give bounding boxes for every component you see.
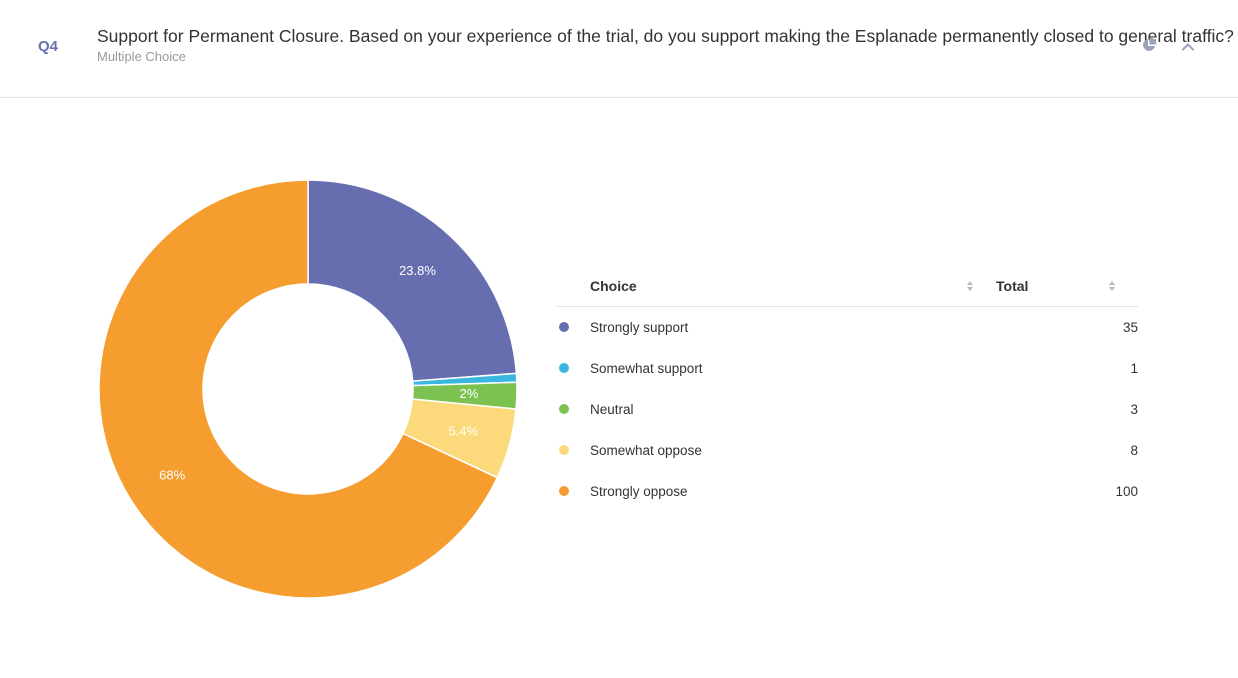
results-table: Choice Total Strongly support 35 [557,266,1138,512]
legend-dot [559,445,569,455]
legend-dot-cell [557,348,590,389]
legend-dot [559,404,569,414]
table-row: Neutral 3 [557,389,1138,430]
table-row: Strongly oppose 100 [557,471,1138,512]
total-cell: 100 [1115,484,1138,499]
total-column-header[interactable]: Total [996,266,1138,307]
legend-dot-cell [557,471,590,512]
total-cell: 3 [1130,402,1138,417]
total-cell: 8 [1130,443,1138,458]
choice-cell: Strongly oppose [590,484,688,499]
question-title: Support for Permanent Closure. Based on … [97,26,1234,46]
choice-cell: Neutral [590,402,634,417]
table-row: Somewhat oppose 8 [557,430,1138,471]
table-row: Somewhat support 1 [557,348,1138,389]
choice-cell: Strongly support [590,320,689,335]
total-cell: 35 [1122,320,1138,335]
legend-dot-cell [557,307,590,349]
donut-slice-strongly-support[interactable] [307,179,518,382]
legend-dot-cell [557,389,590,430]
sort-icon[interactable] [1108,280,1116,292]
table-row: Strongly support 35 [557,307,1138,349]
question-header: Q4 Support for Permanent Closure. Based … [0,0,1238,98]
question-type: Multiple Choice [97,49,186,64]
choice-cell: Somewhat oppose [590,443,702,458]
legend-dot-cell [557,430,590,471]
total-header-label: Total [996,278,1029,294]
legend-dot [559,363,569,373]
choice-header-label: Choice [590,278,637,294]
legend-dot [559,322,569,332]
sort-icon[interactable] [966,280,974,292]
choice-column-header[interactable]: Choice [590,266,996,307]
header-spacer [557,266,590,307]
legend-dot [559,486,569,496]
question-number: Q4 [38,38,59,55]
pie-chart-icon[interactable] [1141,37,1157,53]
chevron-up-icon[interactable] [1180,39,1196,55]
choice-cell: Somewhat support [590,361,703,376]
donut-slice-strongly-oppose[interactable] [98,179,499,599]
total-cell: 1 [1130,361,1138,376]
table-header-row: Choice Total [557,266,1138,307]
